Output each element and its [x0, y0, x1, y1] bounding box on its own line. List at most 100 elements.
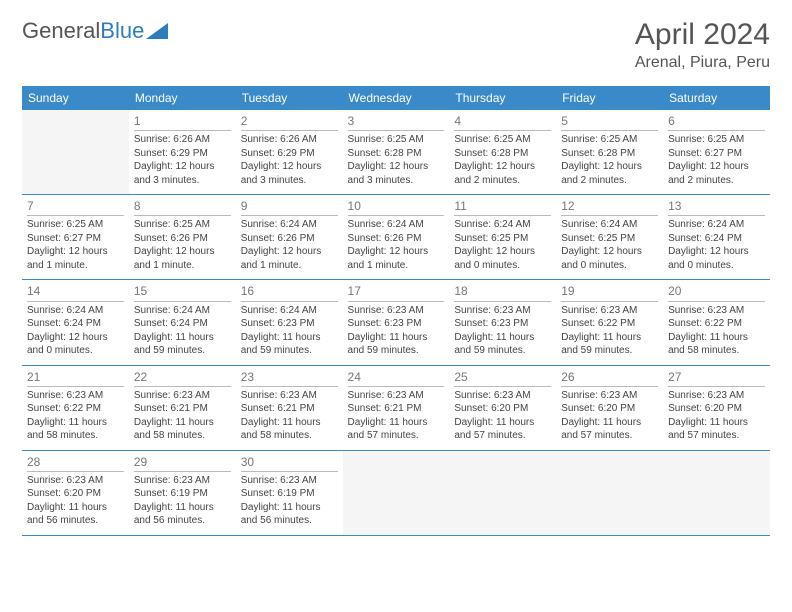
- sunrise-text: Sunrise: 6:23 AM: [348, 389, 445, 403]
- sunrise-text: Sunrise: 6:25 AM: [348, 133, 445, 147]
- calendar-cell: 18Sunrise: 6:23 AMSunset: 6:23 PMDayligh…: [449, 280, 556, 365]
- calendar-table: SundayMondayTuesdayWednesdayThursdayFrid…: [22, 86, 770, 536]
- calendar-cell: 25Sunrise: 6:23 AMSunset: 6:20 PMDayligh…: [449, 365, 556, 450]
- sunset-text: Sunset: 6:19 PM: [241, 487, 338, 501]
- calendar-cell: 17Sunrise: 6:23 AMSunset: 6:23 PMDayligh…: [343, 280, 450, 365]
- sunset-text: Sunset: 6:24 PM: [27, 317, 124, 331]
- day-number: 22: [134, 369, 231, 387]
- daylight-text: Daylight: 11 hours and 56 minutes.: [134, 501, 231, 528]
- sunrise-text: Sunrise: 6:23 AM: [134, 474, 231, 488]
- calendar-week: 21Sunrise: 6:23 AMSunset: 6:22 PMDayligh…: [22, 365, 770, 450]
- calendar-cell: 26Sunrise: 6:23 AMSunset: 6:20 PMDayligh…: [556, 365, 663, 450]
- day-number: 8: [134, 198, 231, 216]
- daylight-text: Daylight: 11 hours and 58 minutes.: [241, 416, 338, 443]
- day-number: 4: [454, 113, 551, 131]
- calendar-cell: 21Sunrise: 6:23 AMSunset: 6:22 PMDayligh…: [22, 365, 129, 450]
- sunset-text: Sunset: 6:28 PM: [561, 147, 658, 161]
- sunset-text: Sunset: 6:21 PM: [241, 402, 338, 416]
- daylight-text: Daylight: 12 hours and 3 minutes.: [134, 160, 231, 187]
- sunset-text: Sunset: 6:20 PM: [454, 402, 551, 416]
- sunset-text: Sunset: 6:29 PM: [134, 147, 231, 161]
- title-block: April 2024 Arenal, Piura, Peru: [635, 18, 770, 72]
- calendar-cell: 5Sunrise: 6:25 AMSunset: 6:28 PMDaylight…: [556, 110, 663, 195]
- daylight-text: Daylight: 11 hours and 59 minutes.: [561, 331, 658, 358]
- sunrise-text: Sunrise: 6:24 AM: [561, 218, 658, 232]
- sunrise-text: Sunrise: 6:25 AM: [27, 218, 124, 232]
- calendar-cell: 9Sunrise: 6:24 AMSunset: 6:26 PMDaylight…: [236, 195, 343, 280]
- sunset-text: Sunset: 6:20 PM: [561, 402, 658, 416]
- calendar-cell: 24 Sunrise: 6:23 AMSunset: 6:21 PMDayligh…: [343, 365, 450, 450]
- sunrise-text: Sunrise: 6:24 AM: [241, 304, 338, 318]
- sunset-text: Sunset: 6:24 PM: [134, 317, 231, 331]
- daylight-text: Daylight: 11 hours and 59 minutes.: [454, 331, 551, 358]
- day-number: 18: [454, 283, 551, 301]
- day-number: 14: [27, 283, 124, 301]
- sunset-text: Sunset: 6:22 PM: [561, 317, 658, 331]
- daylight-text: Daylight: 11 hours and 57 minutes.: [668, 416, 765, 443]
- sunset-text: Sunset: 6:28 PM: [454, 147, 551, 161]
- daylight-text: Daylight: 11 hours and 58 minutes.: [27, 416, 124, 443]
- day-number: 7: [27, 198, 124, 216]
- daylight-text: Daylight: 11 hours and 57 minutes.: [348, 416, 445, 443]
- sunrise-text: Sunrise: 6:25 AM: [668, 133, 765, 147]
- sunset-text: Sunset: 6:19 PM: [134, 487, 231, 501]
- calendar-cell: 11Sunrise: 6:24 AMSunset: 6:25 PMDayligh…: [449, 195, 556, 280]
- daylight-text: Daylight: 11 hours and 58 minutes.: [134, 416, 231, 443]
- calendar-body: 1Sunrise: 6:26 AMSunset: 6:29 PMDaylight…: [22, 110, 770, 535]
- calendar-cell: 6Sunrise: 6:25 AMSunset: 6:27 PMDaylight…: [663, 110, 770, 195]
- calendar-cell: 29Sunrise: 6:23 AMSunset: 6:19 PMDayligh…: [129, 450, 236, 535]
- calendar-cell: 3 Sunrise: 6:25 AMSunset: 6:28 PMDaylight…: [343, 110, 450, 195]
- day-number: 11: [454, 198, 551, 216]
- sunset-text: Sunset: 6:27 PM: [668, 147, 765, 161]
- page-header: GeneralBlue April 2024 Arenal, Piura, Pe…: [22, 18, 770, 72]
- sunrise-text: Sunrise: 6:24 AM: [27, 304, 124, 318]
- day-number: 26: [561, 369, 658, 387]
- day-number: 15: [134, 283, 231, 301]
- calendar-cell: 22Sunrise: 6:23 AMSunset: 6:21 PMDayligh…: [129, 365, 236, 450]
- calendar-week: 1Sunrise: 6:26 AMSunset: 6:29 PMDaylight…: [22, 110, 770, 195]
- sunrise-text: Sunrise: 6:24 AM: [668, 218, 765, 232]
- daylight-text: Daylight: 12 hours and 3 minutes.: [348, 160, 445, 187]
- day-number: 13: [668, 198, 765, 216]
- sunset-text: Sunset: 6:27 PM: [27, 232, 124, 246]
- sunrise-text: Sunrise: 6:26 AM: [134, 133, 231, 147]
- sunrise-text: Sunrise: 6:23 AM: [134, 389, 231, 403]
- daylight-text: Daylight: 12 hours and 2 minutes.: [561, 160, 658, 187]
- sunset-text: Sunset: 6:28 PM: [348, 147, 445, 161]
- day-number: 23: [241, 369, 338, 387]
- sunrise-text: Sunrise: 6:25 AM: [454, 133, 551, 147]
- sunrise-text: Sunrise: 6:23 AM: [561, 389, 658, 403]
- sunset-text: Sunset: 6:21 PM: [348, 402, 445, 416]
- daylight-text: Daylight: 12 hours and 1 minute.: [348, 245, 445, 272]
- calendar-cell: 4Sunrise: 6:25 AMSunset: 6:28 PMDaylight…: [449, 110, 556, 195]
- calendar-cell: 20Sunrise: 6:23 AMSunset: 6:22 PMDayligh…: [663, 280, 770, 365]
- sunrise-text: Sunrise: 6:23 AM: [27, 474, 124, 488]
- calendar-week: 14Sunrise: 6:24 AMSunset: 6:24 PMDayligh…: [22, 280, 770, 365]
- sunset-text: Sunset: 6:22 PM: [27, 402, 124, 416]
- sunset-text: Sunset: 6:20 PM: [27, 487, 124, 501]
- sunrise-text: Sunrise: 6:23 AM: [348, 304, 445, 318]
- sunrise-text: Sunrise: 6:25 AM: [134, 218, 231, 232]
- day-number: 19: [561, 283, 658, 301]
- calendar-cell: [343, 450, 450, 535]
- day-number: 27: [668, 369, 765, 387]
- day-header: Sunday: [22, 86, 129, 110]
- day-number: 30: [241, 454, 338, 472]
- sunset-text: Sunset: 6:24 PM: [668, 232, 765, 246]
- calendar-cell: [22, 110, 129, 195]
- day-number: 24: [348, 369, 445, 387]
- day-header: Thursday: [449, 86, 556, 110]
- day-number: 3: [348, 113, 445, 131]
- day-number: 12: [561, 198, 658, 216]
- calendar-cell: 10Sunrise: 6:24 AMSunset: 6:26 PMDayligh…: [343, 195, 450, 280]
- day-number: 5: [561, 113, 658, 131]
- daylight-text: Daylight: 12 hours and 0 minutes.: [27, 331, 124, 358]
- daylight-text: Daylight: 12 hours and 2 minutes.: [668, 160, 765, 187]
- day-header: Monday: [129, 86, 236, 110]
- sunrise-text: Sunrise: 6:24 AM: [348, 218, 445, 232]
- daylight-text: Daylight: 11 hours and 59 minutes.: [241, 331, 338, 358]
- sunset-text: Sunset: 6:25 PM: [561, 232, 658, 246]
- calendar-cell: [449, 450, 556, 535]
- sunrise-text: Sunrise: 6:23 AM: [241, 389, 338, 403]
- calendar-cell: 2Sunrise: 6:26 AMSunset: 6:29 PMDaylight…: [236, 110, 343, 195]
